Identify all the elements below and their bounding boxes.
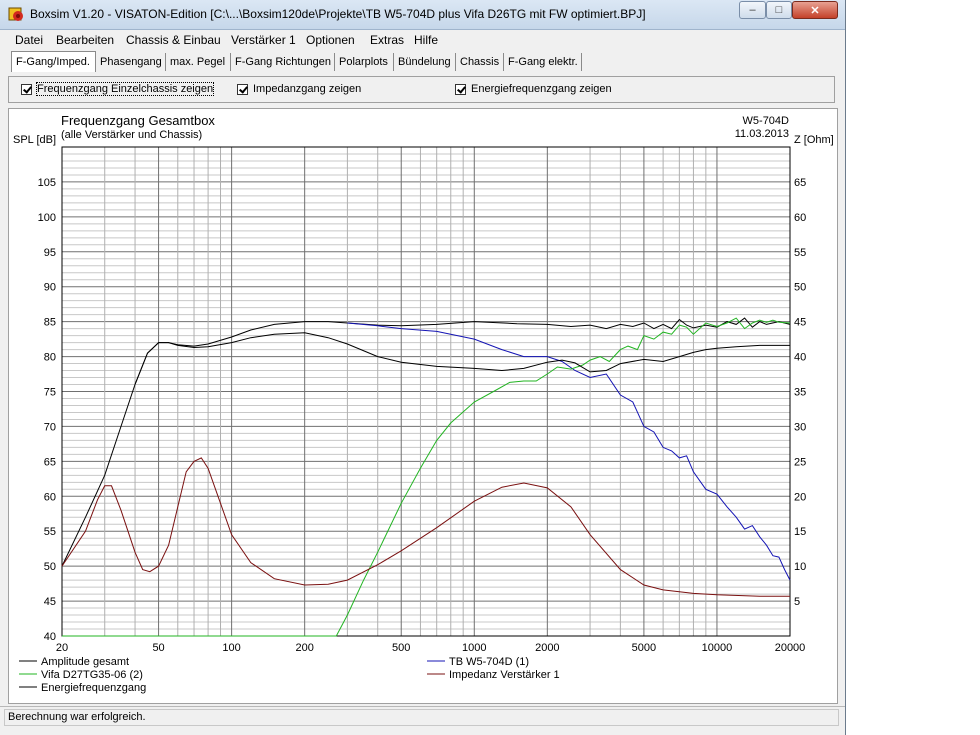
x-tick-label: 100 [222, 642, 240, 654]
close-button[interactable]: ✕ [792, 1, 838, 19]
maximize-button[interactable]: □ [766, 1, 792, 19]
tab-fgang-imped[interactable]: F-Gang/Imped. [11, 51, 96, 72]
y-tick-label: 70 [44, 421, 56, 433]
app-icon [8, 7, 23, 21]
status-bar: Berechnung war erfolgreich. [0, 706, 845, 729]
menu-optionen[interactable]: Optionen [306, 33, 355, 47]
legend-label: TB W5-704D (1) [449, 656, 529, 668]
checkbox-einzelchassis[interactable]: Frequenzgang Einzelchassis zeigen [21, 82, 215, 96]
options-panel: Frequenzgang Einzelchassis zeigen Impeda… [8, 76, 835, 103]
chart-subtitle: (alle Verstärker und Chassis) [61, 129, 203, 141]
desktop-background [846, 0, 980, 735]
y2-tick-label: 5 [794, 596, 800, 608]
y-tick-label: 55 [44, 526, 56, 538]
chart-date: 11.03.2013 [734, 128, 789, 140]
chart-panel: Frequenzgang Gesamtbox (alle Verstärker … [8, 108, 838, 704]
tab-fgang-elektr[interactable]: F-Gang elektr. [504, 53, 582, 71]
tab-fgang-richtungen[interactable]: F-Gang Richtungen [231, 53, 335, 71]
checkbox-checked-icon [21, 83, 32, 95]
y2-tick-label: 30 [794, 421, 806, 433]
x-tick-label: 20 [56, 642, 68, 654]
status-text: Berechnung war erfolgreich. [8, 711, 146, 723]
y-tick-label: 50 [44, 561, 56, 573]
x-tick-label: 50 [152, 642, 164, 654]
x-tick-label: 2000 [535, 642, 559, 654]
tab-strip: F-Gang/Imped. Phasengang max. Pegel F-Ga… [0, 50, 845, 72]
maximize-icon: □ [775, 4, 783, 16]
series-line [134, 332, 790, 385]
y-tick-label: 75 [44, 387, 56, 399]
checkbox-energiefrequenzgang-label: Energiefrequenzgang zeigen [471, 83, 612, 95]
y2-tick-label: 55 [794, 247, 806, 259]
app-window: Boxsim V1.20 - VISATON-Edition [C:\...\B… [0, 0, 846, 735]
legend-label: Amplitude gesamt [41, 656, 129, 668]
close-icon: ✕ [810, 4, 820, 17]
x-tick-label: 200 [295, 642, 313, 654]
x-tick-label: 20000 [775, 642, 806, 654]
series-line [61, 317, 791, 567]
x-tick-label: 500 [392, 642, 410, 654]
menu-hilfe[interactable]: Hilfe [414, 33, 439, 47]
tab-polarplots[interactable]: Polarplots [335, 53, 394, 71]
menu-bar: Datei Bearbeiten Chassis & Einbau Verstä… [0, 30, 845, 50]
y-tick-label: 80 [44, 352, 56, 364]
checkbox-checked-icon [237, 83, 248, 95]
minimize-icon: ‒ [749, 4, 756, 16]
checkbox-impedanzgang-label: Impedanzgang zeigen [253, 83, 362, 95]
y-tick-label: 65 [44, 456, 56, 468]
y2-tick-label: 50 [794, 282, 806, 294]
menu-verstaerker[interactable]: Verstärker 1 [231, 33, 296, 47]
chart-driver-label: W5-704D [742, 115, 789, 127]
y2-tick-label: 65 [794, 177, 806, 189]
y-tick-label: 95 [44, 247, 56, 259]
series-line [62, 317, 791, 637]
y-tick-label: 60 [44, 491, 56, 503]
tab-chassis[interactable]: Chassis [456, 53, 504, 71]
legend-label: Energiefrequenzgang [41, 682, 146, 694]
minimize-button[interactable]: ‒ [739, 1, 766, 19]
chart-title: Frequenzgang Gesamtbox [61, 113, 215, 128]
legend-label: Vifa D27TG35-06 (2) [41, 669, 143, 681]
y2-tick-label: 35 [794, 387, 806, 399]
title-bar[interactable]: Boxsim V1.20 - VISATON-Edition [C:\...\B… [0, 0, 845, 30]
tab-max-pegel[interactable]: max. Pegel [166, 53, 231, 71]
x-tick-label: 5000 [632, 642, 656, 654]
tab-phasengang[interactable]: Phasengang [96, 53, 166, 71]
y2-tick-label: 10 [794, 561, 806, 573]
y-tick-label: 100 [38, 212, 56, 224]
frequency-response-chart: SPL [dB] Z [Ohm] 40 45 50 55 60 65 70 75 80 85 90 95 1… [13, 134, 834, 694]
menu-chassis-einbau[interactable]: Chassis & Einbau [126, 33, 221, 47]
y2-tick-label: 25 [794, 456, 806, 468]
y2-tick-label: 60 [794, 212, 806, 224]
checkbox-energiefrequenzgang[interactable]: Energiefrequenzgang zeigen [455, 83, 612, 95]
menu-bearbeiten[interactable]: Bearbeiten [56, 33, 115, 47]
checkbox-einzelchassis-label: Frequenzgang Einzelchassis zeigen [35, 82, 215, 96]
status-panel [4, 709, 839, 726]
y2-tick-label: 45 [794, 317, 806, 329]
menu-datei[interactable]: Datei [15, 33, 44, 47]
y-tick-label: 85 [44, 317, 56, 329]
y2-tick-label: 15 [794, 526, 806, 538]
window-title: Boxsim V1.20 - VISATON-Edition [C:\...\B… [30, 7, 646, 21]
checkbox-checked-icon [455, 83, 466, 95]
plot-frame [61, 146, 791, 637]
y-tick-label: 45 [44, 596, 56, 608]
y-tick-label: 40 [44, 631, 56, 643]
y-axis-label: SPL [dB] [13, 134, 56, 146]
y2-axis-label: Z [Ohm] [794, 134, 834, 146]
y2-tick-label: 20 [794, 491, 806, 503]
y-tick-label: 90 [44, 282, 56, 294]
checkbox-impedanzgang[interactable]: Impedanzgang zeigen [237, 83, 361, 95]
y-tick-label: 105 [38, 177, 56, 189]
series-line [61, 457, 790, 597]
series-line [347, 322, 791, 581]
x-tick-label: 10000 [702, 642, 733, 654]
legend-label: Impedanz Verstärker 1 [449, 669, 560, 681]
x-tick-label: 1000 [462, 642, 486, 654]
y2-tick-label: 40 [794, 352, 806, 364]
menu-extras[interactable]: Extras [370, 33, 405, 47]
tab-buendelung[interactable]: Bündelung [394, 53, 456, 71]
